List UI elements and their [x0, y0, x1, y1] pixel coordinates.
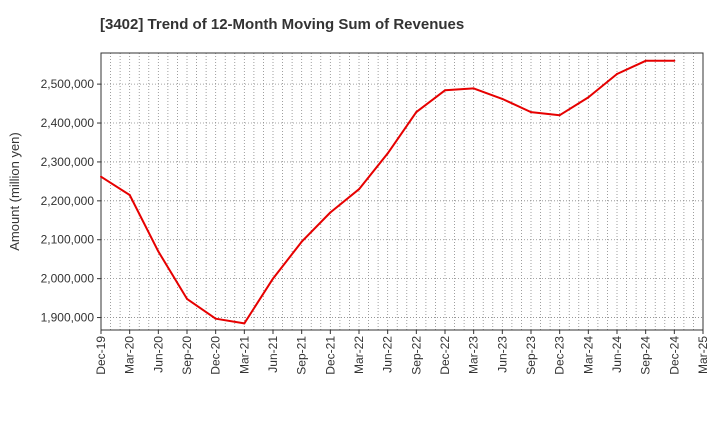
- data-point: [415, 111, 418, 114]
- x-tick-label: Jun-23: [495, 336, 509, 373]
- x-tick-label: Dec-19: [94, 336, 108, 375]
- x-tick-label: Jun-22: [381, 336, 395, 373]
- x-tick-label: Sep-20: [180, 336, 194, 375]
- data-point: [616, 73, 618, 76]
- y-tick-label: 2,300,000: [41, 155, 95, 169]
- x-tick-label: Sep-21: [295, 336, 309, 375]
- x-tick-label: Dec-21: [323, 336, 337, 375]
- x-tick-label: Dec-24: [667, 336, 681, 375]
- data-point: [444, 89, 446, 92]
- data-point: [186, 297, 188, 300]
- x-tick-label: Jun-20: [151, 336, 165, 373]
- data-point: [472, 87, 475, 90]
- data-point: [386, 152, 389, 155]
- x-tick-label: Mar-25: [696, 336, 710, 374]
- y-axis-title: Amount (million yen): [7, 132, 22, 251]
- y-tick-label: 2,100,000: [41, 233, 95, 247]
- plot-area: [101, 53, 703, 330]
- x-tick-label: Mar-22: [352, 336, 366, 374]
- data-point: [329, 211, 332, 214]
- data-point: [587, 96, 590, 99]
- x-tick-label: Mar-24: [581, 336, 595, 374]
- y-tick-label: 2,200,000: [41, 194, 95, 208]
- x-tick-label: Jun-24: [610, 336, 624, 373]
- data-point: [157, 250, 160, 253]
- data-point: [673, 59, 676, 62]
- data-point: [358, 188, 360, 191]
- x-tick-label: Dec-20: [209, 336, 223, 375]
- data-point: [530, 111, 532, 114]
- y-tick-label: 1,900,000: [41, 311, 95, 325]
- x-tick-label: Mar-20: [123, 336, 137, 374]
- data-point: [100, 175, 102, 178]
- y-tick-label: 2,400,000: [41, 116, 95, 130]
- data-point: [558, 114, 561, 117]
- x-tick-label: Dec-23: [553, 336, 567, 375]
- data-point: [243, 322, 246, 325]
- data-point: [214, 317, 217, 320]
- data-point: [272, 277, 274, 280]
- x-tick-label: Mar-23: [467, 336, 481, 374]
- x-tick-label: Mar-21: [237, 336, 251, 374]
- x-tick-label: Sep-24: [639, 336, 653, 375]
- y-tick-label: 2,000,000: [41, 272, 95, 286]
- plot-border: [100, 52, 704, 331]
- y-tick-label: 2,500,000: [41, 77, 95, 91]
- data-point: [300, 240, 303, 243]
- x-tick-label: Jun-21: [266, 336, 280, 373]
- data-point: [644, 59, 647, 62]
- data-point: [128, 194, 131, 197]
- x-tick-label: Sep-23: [524, 336, 538, 375]
- x-tick-label: Dec-22: [438, 336, 452, 375]
- data-point: [501, 97, 504, 100]
- x-tick-label: Sep-22: [409, 336, 423, 375]
- chart-title: [3402] Trend of 12-Month Moving Sum of R…: [100, 16, 465, 33]
